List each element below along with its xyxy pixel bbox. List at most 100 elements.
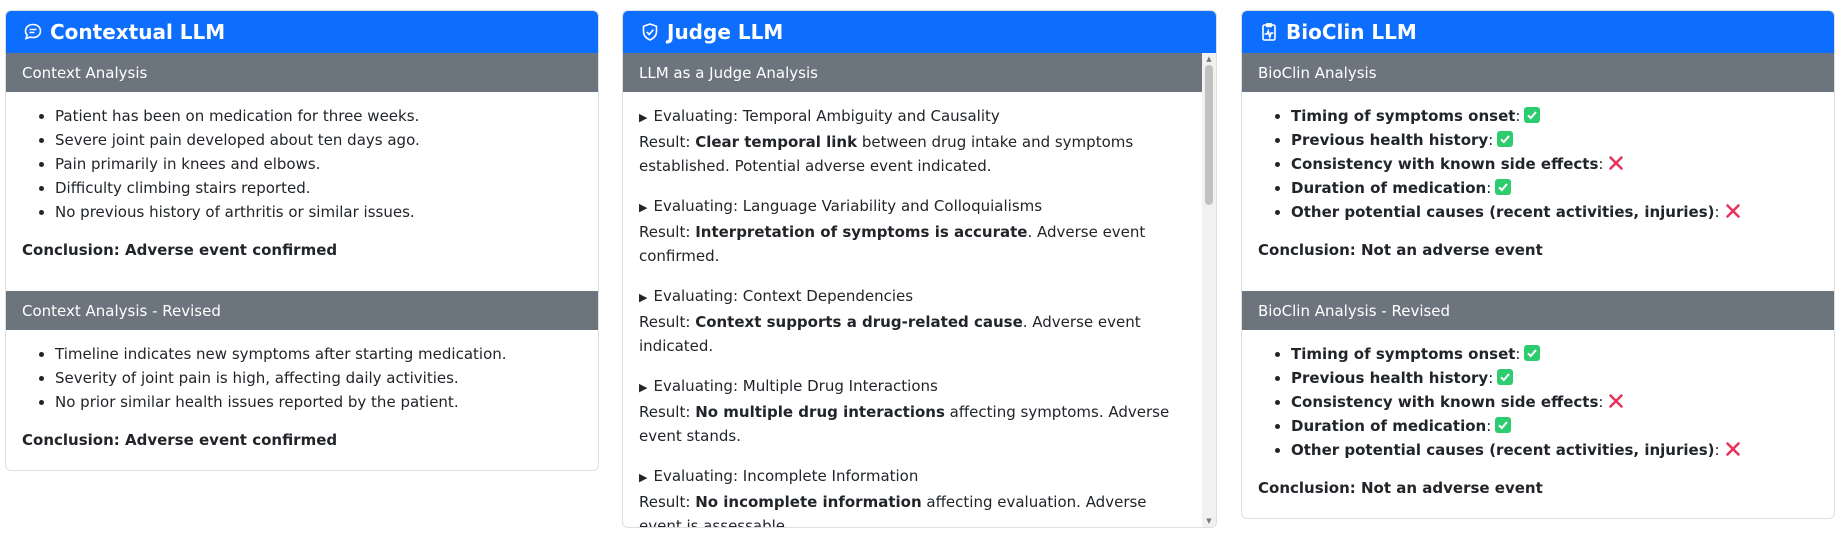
bioclin-llm-card: BioClin LLM BioClin Analysis Timing of sy… — [1241, 10, 1835, 519]
list-item: Previous health history: — [1291, 366, 1818, 390]
list-item: Timing of symptoms onset: — [1291, 104, 1818, 128]
judge-scroll-area[interactable]: LLM as a Judge Analysis ▶ Evaluating: Tem… — [623, 53, 1216, 527]
conclusion-text: Conclusion: Not an adverse event — [1258, 241, 1543, 259]
cross-mark-icon — [1607, 392, 1625, 410]
scrollbar-thumb[interactable] — [1205, 65, 1213, 205]
evaluation-label: Evaluating: Language Variability and Col… — [653, 197, 1043, 215]
result-detail: . Adverse event confirmed. — [639, 223, 1146, 265]
scroll-down-arrow-icon[interactable]: ▼ — [1206, 517, 1212, 525]
section-header: Context Analysis - Revised — [6, 291, 598, 330]
list-item: Duration of medication: — [1291, 414, 1818, 438]
cross-mark-icon — [1724, 440, 1742, 458]
triangle-right-icon[interactable]: ▶ — [639, 291, 648, 304]
result-highlight: Clear temporal link — [695, 133, 858, 151]
list-item: Duration of medication: — [1291, 176, 1818, 200]
judge-scrollbar[interactable]: ▲ ▼ — [1202, 53, 1216, 527]
section-body: Timing of symptoms onset:Previous health… — [1242, 92, 1834, 275]
judge-content: LLM as a Judge Analysis ▶ Evaluating: Tem… — [623, 53, 1202, 527]
evaluation-result: Result: No incomplete information affect… — [639, 490, 1186, 527]
evaluation-result: Result: Clear temporal link between drug… — [639, 130, 1186, 178]
result-prefix: Result: — [639, 493, 691, 511]
list-item: Other potential causes (recent activitie… — [1291, 200, 1818, 224]
criterion-label: Previous health history — [1291, 369, 1489, 387]
conclusion-text: Conclusion: Adverse event confirmed — [22, 241, 338, 259]
criterion-label: Other potential causes (recent activitie… — [1291, 441, 1715, 459]
bullet-list: Patient has been on medication for three… — [22, 104, 582, 224]
evaluation-toggle[interactable]: ▶ Evaluating: Language Variability and Co… — [639, 194, 1186, 220]
evaluation-label: Evaluating: Temporal Ambiguity and Causa… — [653, 107, 1000, 125]
evaluation-toggle[interactable]: ▶ Evaluating: Multiple Drug Interactions — [639, 374, 1186, 400]
result-prefix: Result: — [639, 223, 691, 241]
evaluation-item: ▶ Evaluating: Incomplete Information Resul… — [623, 464, 1202, 527]
section-header: LLM as a Judge Analysis — [623, 53, 1202, 92]
card-title: Contextual LLM — [50, 20, 226, 44]
check-mark-icon — [1497, 131, 1514, 147]
evaluation-label: Evaluating: Multiple Drug Interactions — [653, 377, 938, 395]
evaluation-item: ▶ Evaluating: Context Dependencies Result:… — [623, 284, 1202, 358]
criterion-label: Other potential causes (recent activitie… — [1291, 203, 1715, 221]
list-item: Consistency with known side effects: — [1291, 152, 1818, 176]
scroll-up-arrow-icon[interactable]: ▲ — [1206, 55, 1212, 63]
result-highlight: No incomplete information — [695, 493, 922, 511]
triangle-right-icon[interactable]: ▶ — [639, 381, 648, 394]
result-prefix: Result: — [639, 133, 691, 151]
evaluation-item: ▶ Evaluating: Multiple Drug Interactions R… — [623, 374, 1202, 448]
triangle-right-icon[interactable]: ▶ — [639, 201, 648, 214]
judge-evaluations: ▶ Evaluating: Temporal Ambiguity and Caus… — [623, 104, 1202, 527]
section-body: Timeline indicates new symptoms after st… — [6, 330, 598, 465]
result-detail: affecting evaluation. Adverse event is a… — [639, 493, 1147, 527]
evaluation-toggle[interactable]: ▶ Evaluating: Context Dependencies — [639, 284, 1186, 310]
list-item: No prior similar health issues reported … — [55, 390, 582, 414]
list-item: Timeline indicates new symptoms after st… — [55, 342, 582, 366]
clipboard-pulse-icon — [1258, 21, 1280, 43]
list-item: Severe joint pain developed about ten da… — [55, 128, 582, 152]
evaluation-label: Evaluating: Incomplete Information — [653, 467, 919, 485]
cross-mark-icon — [1607, 154, 1625, 172]
check-mark-icon — [1495, 179, 1512, 195]
conclusion-text: Conclusion: Not an adverse event — [1258, 479, 1543, 497]
list-item: Patient has been on medication for three… — [55, 104, 582, 128]
shield-check-icon — [639, 21, 661, 43]
chat-icon — [22, 21, 44, 43]
section-body: Patient has been on medication for three… — [6, 92, 598, 275]
evaluation-toggle[interactable]: ▶ Evaluating: Temporal Ambiguity and Caus… — [639, 104, 1186, 130]
card-title: Judge LLM — [667, 20, 784, 44]
triangle-right-icon[interactable]: ▶ — [639, 111, 648, 124]
section-header: BioClin Analysis - Revised — [1242, 291, 1834, 330]
result-detail: . Adverse event indicated. — [639, 313, 1141, 355]
section-body: Timing of symptoms onset:Previous health… — [1242, 330, 1834, 513]
bullet-list: Timing of symptoms onset:Previous health… — [1258, 104, 1818, 224]
evaluation-item: ▶ Evaluating: Language Variability and Co… — [623, 194, 1202, 268]
triangle-right-icon[interactable]: ▶ — [639, 471, 648, 484]
evaluation-item: ▶ Evaluating: Temporal Ambiguity and Caus… — [623, 104, 1202, 178]
list-item: Severity of joint pain is high, affectin… — [55, 366, 582, 390]
criterion-label: Consistency with known side effects — [1291, 393, 1599, 411]
evaluation-result: Result: No multiple drug interactions af… — [639, 400, 1186, 448]
contextual-sections: Context Analysis Patient has been on medi… — [6, 53, 598, 465]
check-mark-icon — [1495, 417, 1512, 433]
bullet-list: Timeline indicates new symptoms after st… — [22, 342, 582, 414]
bioclin-llm-header: BioClin LLM — [1242, 11, 1834, 53]
criterion-label: Consistency with known side effects — [1291, 155, 1599, 173]
section-header: Context Analysis — [6, 53, 598, 92]
criterion-label: Timing of symptoms onset — [1291, 107, 1516, 125]
bullet-list: Timing of symptoms onset:Previous health… — [1258, 342, 1818, 462]
section-gap — [1242, 275, 1834, 291]
list-item: Consistency with known side effects: — [1291, 390, 1818, 414]
conclusion-text: Conclusion: Adverse event confirmed — [22, 431, 338, 449]
list-item: Other potential causes (recent activitie… — [1291, 438, 1818, 462]
check-mark-icon — [1497, 369, 1514, 385]
judge-llm-card: Judge LLM LLM as a Judge Analysis ▶ Evalu… — [622, 10, 1217, 528]
list-item: Pain primarily in knees and elbows. — [55, 152, 582, 176]
result-detail: affecting symptoms. Adverse event stands… — [639, 403, 1170, 445]
evaluation-toggle[interactable]: ▶ Evaluating: Incomplete Information — [639, 464, 1186, 490]
result-highlight: Context supports a drug-related cause — [695, 313, 1023, 331]
criterion-label: Duration of medication — [1291, 417, 1487, 435]
section-gap — [6, 275, 598, 291]
section-header: BioClin Analysis — [1242, 53, 1834, 92]
list-item: Previous health history: — [1291, 128, 1818, 152]
result-highlight: Interpretation of symptoms is accurate — [695, 223, 1028, 241]
bioclin-sections: BioClin Analysis Timing of symptoms onset… — [1242, 53, 1834, 513]
evaluation-result: Result: Context supports a drug-related … — [639, 310, 1186, 358]
criterion-label: Timing of symptoms onset — [1291, 345, 1516, 363]
